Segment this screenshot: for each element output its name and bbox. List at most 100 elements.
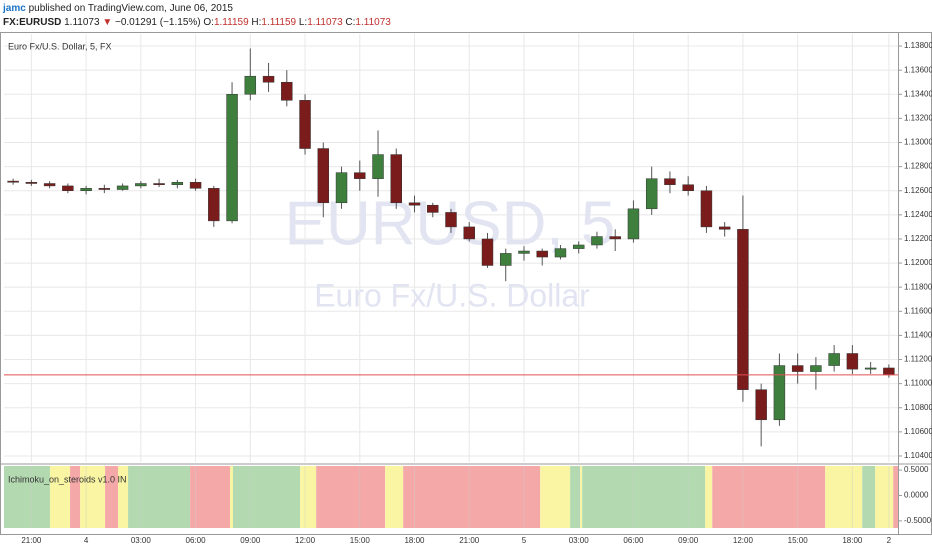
y-tick-label: 1.13200 xyxy=(904,114,932,123)
author[interactable]: jamc xyxy=(3,3,26,14)
indicator-band xyxy=(4,466,50,528)
candle-body xyxy=(737,229,749,390)
indicator-band xyxy=(403,466,541,528)
pane-title: Euro Fx/U.S. Dollar, 5, FX xyxy=(8,41,112,51)
indicator-band xyxy=(385,466,404,528)
indicator-band xyxy=(80,466,106,528)
indicator-band xyxy=(580,466,583,528)
ohlc: O:1.11159 H:1.11159 L:1.11073 C:1.11073 xyxy=(203,17,390,28)
candle-body xyxy=(116,185,129,190)
ohlc-value: 1.11159 xyxy=(213,17,249,28)
y-tick-label: 1.11800 xyxy=(904,282,932,291)
candle-body xyxy=(755,389,767,421)
indicator-band xyxy=(300,466,317,528)
arrow: ▼ xyxy=(102,17,113,28)
candle-body xyxy=(189,182,202,189)
ohlc-label: H: xyxy=(251,17,262,28)
candle-body xyxy=(883,367,895,376)
x-tick-label: 21:00 xyxy=(21,536,42,545)
candle-body xyxy=(463,226,475,240)
candle-body xyxy=(262,75,275,83)
ohlc-label: C: xyxy=(345,17,356,28)
x-tick-label: 2 xyxy=(887,536,892,545)
candle-body xyxy=(864,367,877,370)
candle-body xyxy=(682,184,694,191)
candle-body xyxy=(645,178,658,210)
indicator-band xyxy=(862,466,876,528)
candle-body xyxy=(828,353,840,366)
y-tick-label: 1.11400 xyxy=(904,331,932,340)
candle-body xyxy=(500,253,512,266)
candle-body xyxy=(98,188,111,190)
x-tick-label: 21:00 xyxy=(459,536,480,545)
candle-body xyxy=(299,100,311,149)
y-tick-label: 1.10800 xyxy=(904,403,932,412)
y-tick-label: 1.12800 xyxy=(904,162,932,171)
ohlc-value: 1.11073 xyxy=(355,17,391,28)
candle-body xyxy=(135,183,147,187)
candle-body xyxy=(317,148,330,204)
indicator-band xyxy=(893,466,898,528)
candle-body xyxy=(773,365,786,421)
indicator-band xyxy=(582,466,706,528)
x-tick-label: 09:00 xyxy=(240,536,261,545)
ohlc-value: 1.11159 xyxy=(261,17,297,28)
y-tick-label: 1.13000 xyxy=(904,138,932,147)
y-tick-label: 1.12200 xyxy=(904,234,932,243)
candle-body xyxy=(609,236,621,240)
candle-body xyxy=(281,81,293,101)
candle-body xyxy=(354,172,366,179)
x-tick-label: 15:00 xyxy=(788,536,809,545)
ohlc-label: L: xyxy=(298,17,308,28)
y-tick-label: 1.13800 xyxy=(904,41,932,50)
candle-body xyxy=(518,250,530,254)
candle-body xyxy=(427,204,439,213)
price: 1.11073 xyxy=(64,17,100,28)
x-tick-label: 06:00 xyxy=(186,536,207,545)
indicator-band xyxy=(190,466,231,528)
y-tick-label: 1.11200 xyxy=(904,355,932,364)
y-tick-label: 1.11600 xyxy=(904,306,932,315)
candle-body xyxy=(664,178,676,185)
candle-body xyxy=(153,183,165,185)
y-tick-label: 1.12000 xyxy=(904,258,932,267)
quote-line: FX:EURUSD 1.11073 ▼ −0.01291 (−1.15%) O:… xyxy=(3,16,391,30)
published: published on TradingView.com, June 06, 2… xyxy=(28,3,233,14)
candle-body xyxy=(554,248,567,258)
indicator-band xyxy=(570,466,581,528)
y-tick-label: 1.12400 xyxy=(904,210,932,219)
candle-body xyxy=(846,353,859,370)
indicator-band xyxy=(70,466,81,528)
x-tick-label: 18:00 xyxy=(404,536,425,545)
ohlc-value: 1.11073 xyxy=(307,17,343,28)
x-tick-label: 5 xyxy=(522,536,527,545)
x-tick-label: 06:00 xyxy=(623,536,644,545)
indicator-band xyxy=(712,466,826,528)
candle-body xyxy=(445,212,457,228)
indicator-band xyxy=(540,466,571,528)
y-tick-label: 1.13400 xyxy=(904,89,932,98)
header: jamc published on TradingView.com, June … xyxy=(3,2,391,30)
x-tick-label: 09:00 xyxy=(678,536,699,545)
x-tick-label: 4 xyxy=(84,536,89,545)
indicator-band xyxy=(230,466,233,528)
candle-body xyxy=(25,182,38,184)
x-tick-label: 12:00 xyxy=(295,536,316,545)
indicator-band xyxy=(118,466,129,528)
y-tick-label: 1.12600 xyxy=(904,186,932,195)
candle-body xyxy=(7,180,19,183)
candle-body xyxy=(700,190,713,228)
indicator-band xyxy=(232,466,301,528)
ohlc-label: O: xyxy=(203,17,214,28)
y-tick-label: 0.0000 xyxy=(904,491,929,500)
y-tick-label: 1.11000 xyxy=(904,379,932,388)
candle-body xyxy=(390,154,402,204)
candle-body xyxy=(791,365,804,372)
candle-body xyxy=(335,172,348,204)
x-tick-label: 18:00 xyxy=(842,536,863,545)
y-tick-label: 1.10600 xyxy=(904,427,932,436)
x-tick-label: 15:00 xyxy=(350,536,371,545)
change: −0.01291 (−1.15%) xyxy=(115,17,201,28)
